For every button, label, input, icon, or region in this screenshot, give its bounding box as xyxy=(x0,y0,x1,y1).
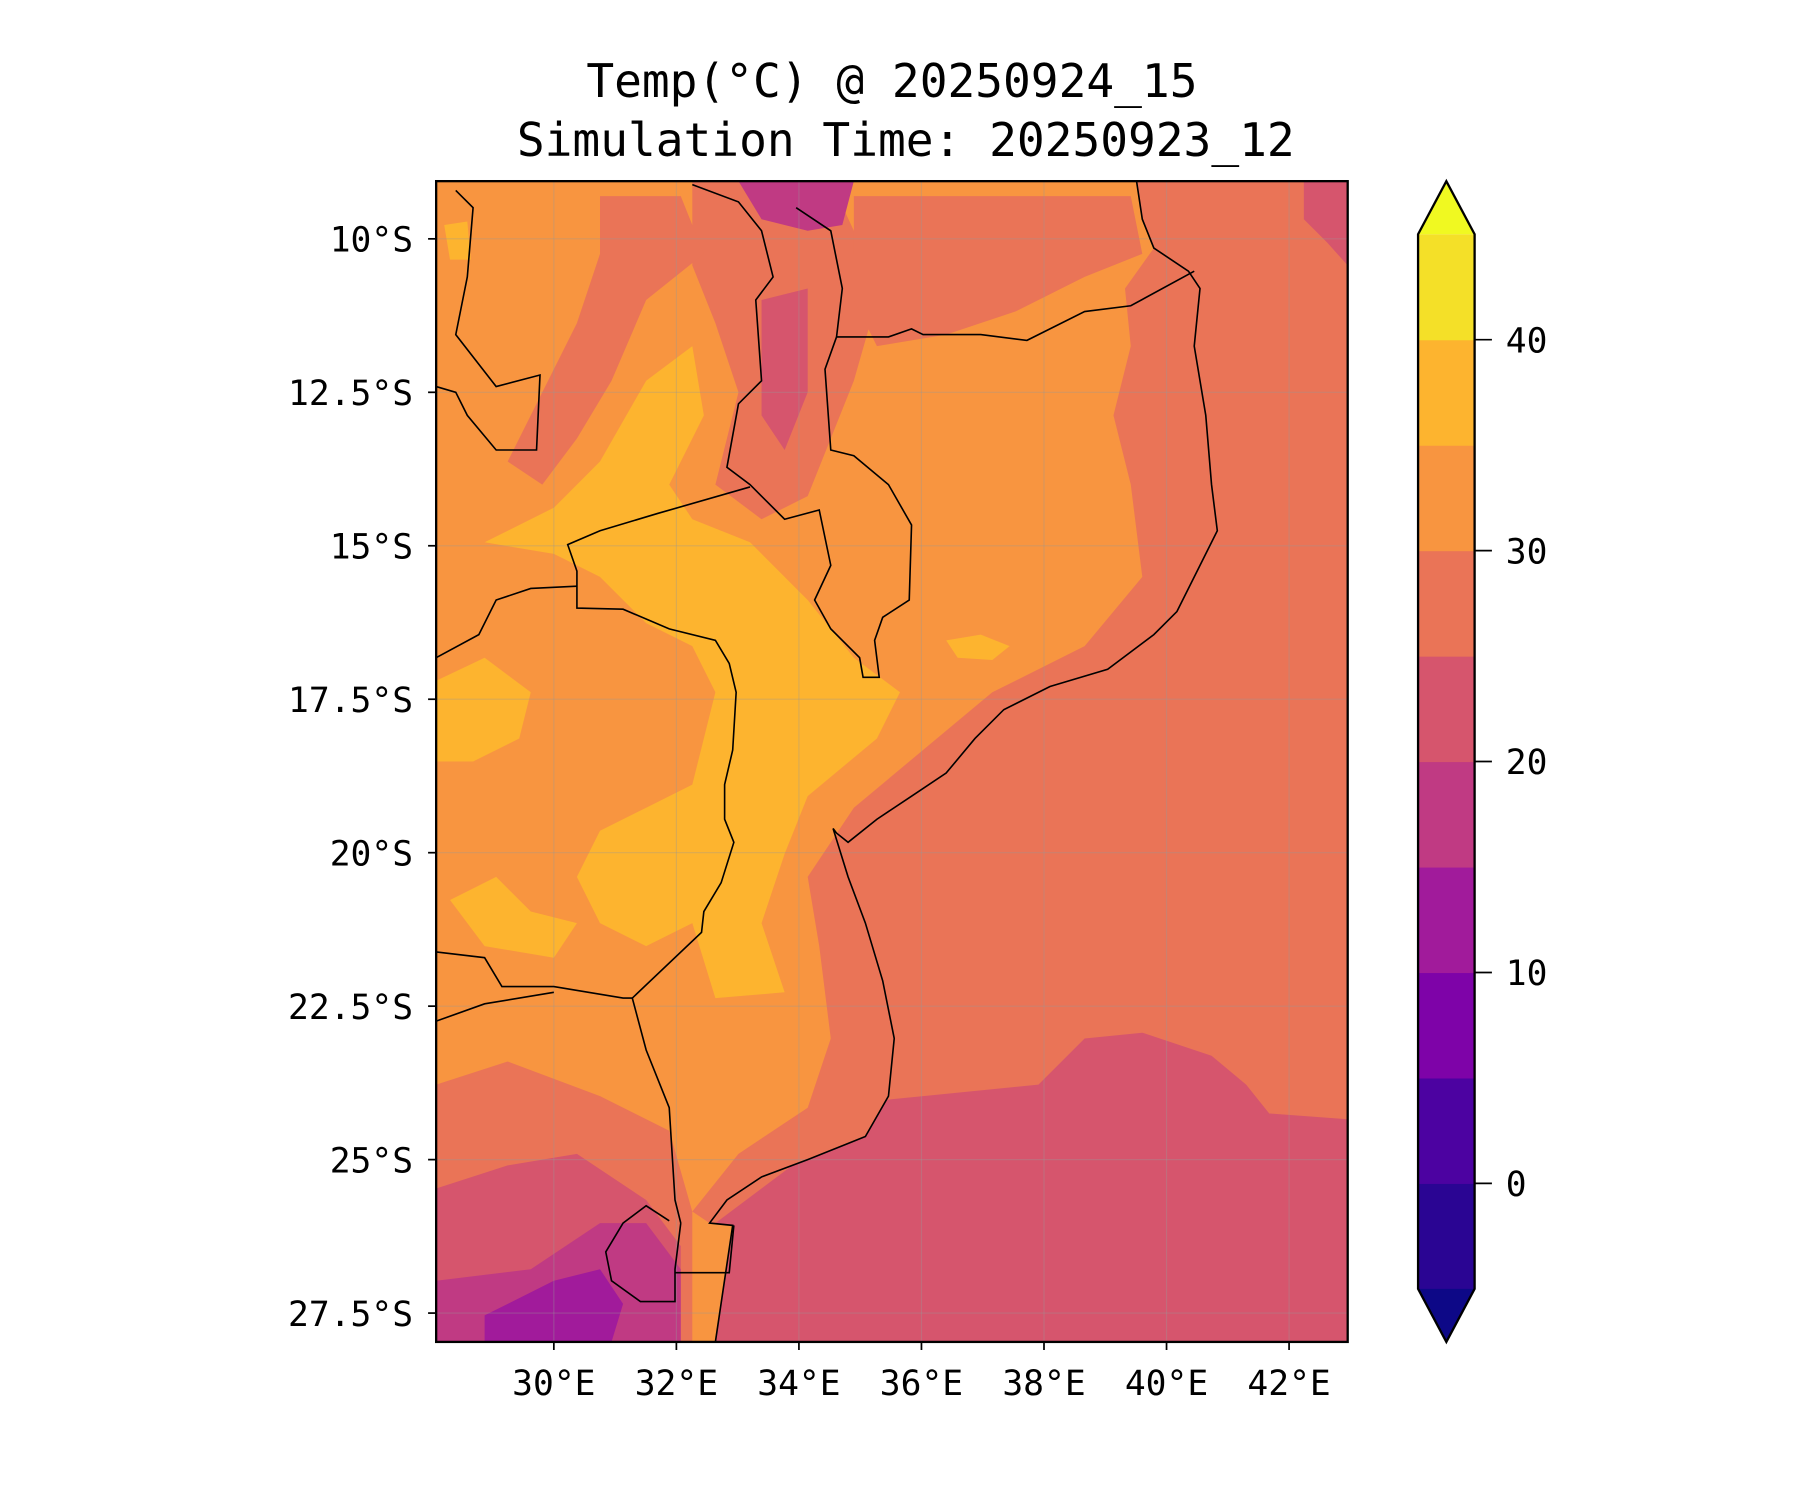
colorbar-band xyxy=(1418,1077,1475,1184)
colorbar-tick-label: 30 xyxy=(1506,532,1548,572)
colorbar-band xyxy=(1418,1183,1475,1290)
y-tick-label: 10°S xyxy=(330,221,413,261)
map-frame xyxy=(434,179,1349,1344)
x-tick-label: 40°E xyxy=(1125,1364,1208,1404)
y-tick-label: 12.5°S xyxy=(288,374,413,414)
colorbar-band xyxy=(1418,972,1475,1079)
colorbar-under-extend xyxy=(1418,1288,1475,1342)
y-tick-label: 17.5°S xyxy=(288,681,413,721)
mozambique-south-border xyxy=(674,1225,735,1274)
x-tick-label: 32°E xyxy=(635,1364,718,1404)
borders-and-coastline xyxy=(436,181,1219,1342)
eswatini-border xyxy=(604,1204,682,1303)
colorbar-tick-label: 10 xyxy=(1506,954,1548,994)
chart-title-line1: Temp(°C) @ 20250924_15 xyxy=(586,54,1197,108)
gridlines xyxy=(436,181,1348,1342)
ne-ocean-20-25 xyxy=(1303,181,1348,266)
north-peak-15-20 xyxy=(738,181,854,231)
x-tick-label: 38°E xyxy=(1002,1364,1085,1404)
coastline xyxy=(708,181,1219,1342)
west-hot2-35-40 xyxy=(450,876,577,958)
malawi-highlands-20-25 xyxy=(761,288,808,450)
north-central-25-30 xyxy=(853,196,1143,347)
colorbar-band xyxy=(1418,550,1475,657)
y-tick-label: 27.5°S xyxy=(288,1295,413,1335)
colorbar: 0 10 20 30 40 xyxy=(1416,178,1548,1345)
sw-highlands-10-15 xyxy=(484,1269,624,1342)
zambia-zimbabwe-border xyxy=(436,585,577,659)
y-tick-label: 25°S xyxy=(330,1141,413,1181)
x-tick-label: 34°E xyxy=(757,1364,840,1404)
south-africa-border xyxy=(436,951,633,1022)
central-hot-35-40 xyxy=(484,346,900,999)
colorbar-band xyxy=(1418,761,1475,868)
nw-border xyxy=(436,189,541,451)
y-tick-label: 20°S xyxy=(330,834,413,874)
x-tick-label: 36°E xyxy=(880,1364,963,1404)
colorbar-outline xyxy=(1416,178,1476,1345)
colorbar-band xyxy=(1418,656,1475,763)
nw-highlands-25-30 xyxy=(507,196,704,485)
colorbar-tick-label: 0 xyxy=(1506,1165,1527,1205)
x-axis-ticks: 30°E 32°E 34°E 36°E 38°E 40°E 42°E xyxy=(512,1341,1331,1404)
colorbar-band xyxy=(1418,445,1475,552)
colorbar-band xyxy=(1418,339,1475,446)
colorbar-tick-label: 20 xyxy=(1506,743,1548,783)
chart-title-line2: Simulation Time: 20250923_12 xyxy=(517,113,1295,167)
west-hot-35-40 xyxy=(436,657,531,762)
east-hot-35-40 xyxy=(946,634,1010,660)
colorbar-tick-label: 40 xyxy=(1506,321,1548,361)
colorbar-band xyxy=(1418,867,1475,974)
north-hot-35-40 xyxy=(444,221,471,260)
colorbar-over-extend xyxy=(1418,181,1475,235)
coastal-lowland-25-30 xyxy=(692,248,1218,1224)
y-axis-ticks: 10°S 12.5°S 15°S 17.5°S 20°S 22.5°S 25°S 27.5°S xyxy=(288,221,437,1335)
malawi-border xyxy=(692,183,913,679)
y-tick-label: 22.5°S xyxy=(288,988,413,1028)
zambia-mozambique-border xyxy=(566,486,751,1224)
x-tick-label: 30°E xyxy=(512,1364,595,1404)
y-tick-label: 15°S xyxy=(330,527,413,567)
colorbar-band xyxy=(1418,234,1475,341)
map-area xyxy=(436,181,1348,1342)
x-tick-label: 42°E xyxy=(1247,1364,1330,1404)
tanzania-mozambique-border xyxy=(836,270,1195,342)
